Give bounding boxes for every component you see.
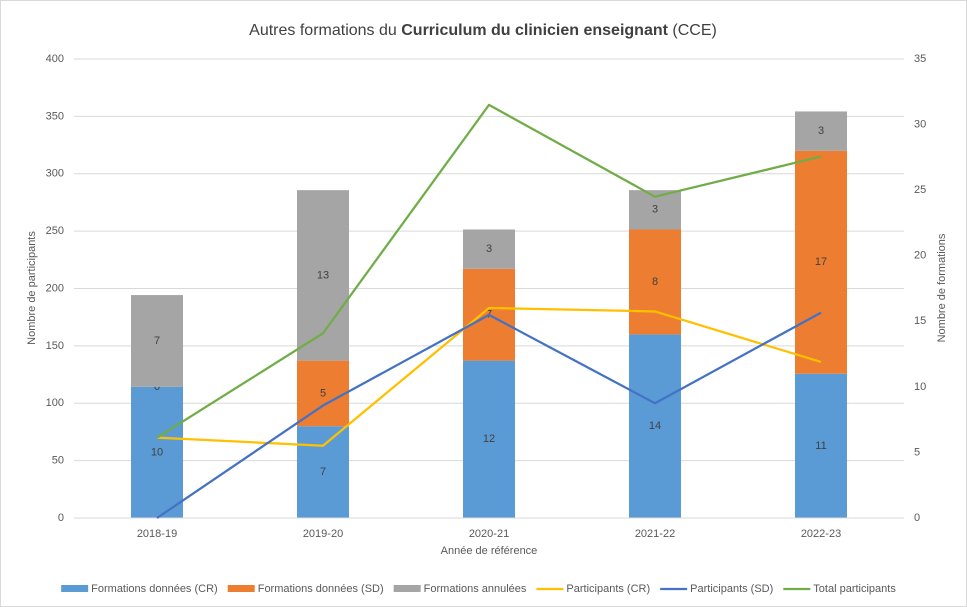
bar: [463, 360, 515, 518]
legend-label: Formations annulées: [424, 583, 527, 595]
y2-tick-label: 35: [914, 53, 926, 65]
x-axis-title: Année de référence: [441, 545, 538, 557]
y-tick-label: 0: [58, 512, 64, 524]
y2-tick-label: 10: [914, 381, 926, 393]
bar: [297, 426, 349, 518]
y2-tick-label: 25: [914, 184, 926, 196]
legend-swatch: [393, 585, 421, 592]
x-tick-label: 2020-21: [469, 528, 509, 540]
line-series: [156, 311, 822, 519]
data-label: 7: [154, 335, 160, 347]
data-label: 3: [818, 125, 824, 137]
x-tick-label: 2022-23: [801, 528, 841, 540]
legend-label: Total participants: [813, 583, 896, 595]
x-tick-label: 2019-20: [303, 528, 343, 540]
data-label: 14: [649, 420, 661, 432]
y2-tick-label: 0: [914, 512, 920, 524]
y2-tick-label: 15: [914, 315, 926, 327]
legend-swatch: [61, 585, 89, 592]
legend-label: Formations données (CR): [91, 583, 218, 595]
y-tick-label: 250: [46, 225, 64, 237]
title-part: (CCE): [668, 22, 717, 39]
data-label: 10: [151, 446, 163, 458]
y-tick-label: 50: [52, 455, 64, 467]
data-label: 12: [483, 433, 495, 445]
data-label: 3: [486, 243, 492, 255]
y2-tick-label: 20: [914, 250, 926, 262]
x-tick-label: 2018-19: [137, 528, 177, 540]
bar: [297, 360, 349, 427]
bar: [795, 373, 847, 518]
legend-swatch: [227, 585, 255, 592]
data-label: 3: [652, 204, 658, 216]
chart-title: Autres formations du Curriculum du clini…: [249, 22, 717, 39]
bar: [629, 334, 681, 518]
y-tick-label: 300: [46, 168, 64, 180]
bar: [795, 111, 847, 151]
line-series: [156, 103, 822, 439]
title-part: Autres formations du: [249, 22, 401, 39]
y-tick-label: 100: [46, 397, 64, 409]
data-label: 11: [815, 440, 826, 452]
data-label: 7: [320, 466, 326, 478]
y-tick-label: 150: [46, 340, 64, 352]
title-part: Curriculum du clinicien enseignant: [401, 22, 668, 39]
y2-tick-label: 5: [914, 446, 920, 458]
data-label: 5: [320, 387, 326, 399]
bar: [131, 386, 183, 518]
legend-label: Participants (SD): [690, 583, 773, 595]
legend-label: Formations données (SD): [258, 583, 384, 595]
legend-label: Participants (CR): [566, 583, 650, 595]
bar: [131, 295, 183, 387]
y-tick-label: 350: [46, 110, 64, 122]
y-axis-title: Nombre de participants: [26, 231, 38, 345]
data-label: 17: [815, 256, 827, 268]
data-label: 13: [317, 269, 329, 281]
bar: [463, 229, 515, 269]
data-label: 8: [652, 276, 658, 288]
y2-axis-title: Nombre de formations: [936, 233, 948, 342]
x-tick-label: 2021-22: [635, 528, 675, 540]
y2-tick-label: 30: [914, 118, 926, 130]
y-tick-label: 400: [46, 53, 64, 65]
y-tick-label: 200: [46, 282, 64, 294]
bar: [795, 150, 847, 374]
